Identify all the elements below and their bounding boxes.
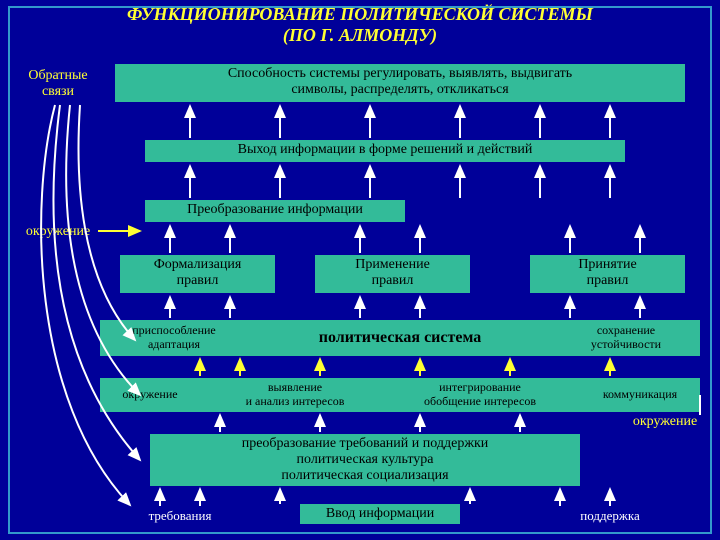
box-input-info: Ввод информации [300,504,460,524]
box-tc-text: преобразование требований и поддержки по… [242,436,489,483]
box-output-text: Выход информации в форме решений и дейст… [238,142,533,157]
label-political-system: политическая система [319,329,482,347]
box-formalization: Формализация правил [120,255,275,293]
box-political-system: приспособление адаптация политическая си… [100,320,700,356]
label-feedback: Обратные связи [12,68,104,100]
box-transformation-culture: преобразование требований и поддержки по… [150,434,580,486]
box-capabilities: Способность системы регулировать, выявля… [115,64,685,102]
label-communication: коммуникация [590,388,690,402]
label-environment-right: окружение [620,414,710,430]
box-capabilities-text: Способность системы регулировать, выявля… [228,66,572,97]
label-adaptation: приспособление адаптация [114,324,234,352]
box-transform: Преобразование информации [145,200,405,222]
box-output: Выход информации в форме решений и дейст… [145,140,625,162]
label-integration: интегрирование обобщение интересов [400,381,560,409]
label-support-text: поддержка [580,508,639,523]
label-environment-left: окружение [12,224,104,240]
label-feedback-text: Обратные связи [28,68,87,99]
label-env-right-text: окружение [633,414,697,429]
label-env-inner: окружение [110,388,190,402]
box-application: Применение правил [315,255,470,293]
box-adoption-text: Принятие правил [578,257,636,288]
box-adoption: Принятие правил [530,255,685,293]
label-detection: выявление и анализ интересов [220,381,370,409]
label-demands: требования [120,508,240,524]
box-application-text: Применение правил [355,257,430,288]
box-functions: окружение выявление и анализ интересов и… [100,378,700,412]
label-support: поддержка [550,508,670,524]
label-stability: сохранение устойчивости [566,324,686,352]
label-env-left-text: окружение [26,224,90,239]
box-transform-text: Преобразование информации [187,202,363,217]
label-demands-text: требования [149,508,212,523]
box-formalization-text: Формализация правил [154,257,242,288]
box-input-text: Ввод информации [326,506,434,521]
